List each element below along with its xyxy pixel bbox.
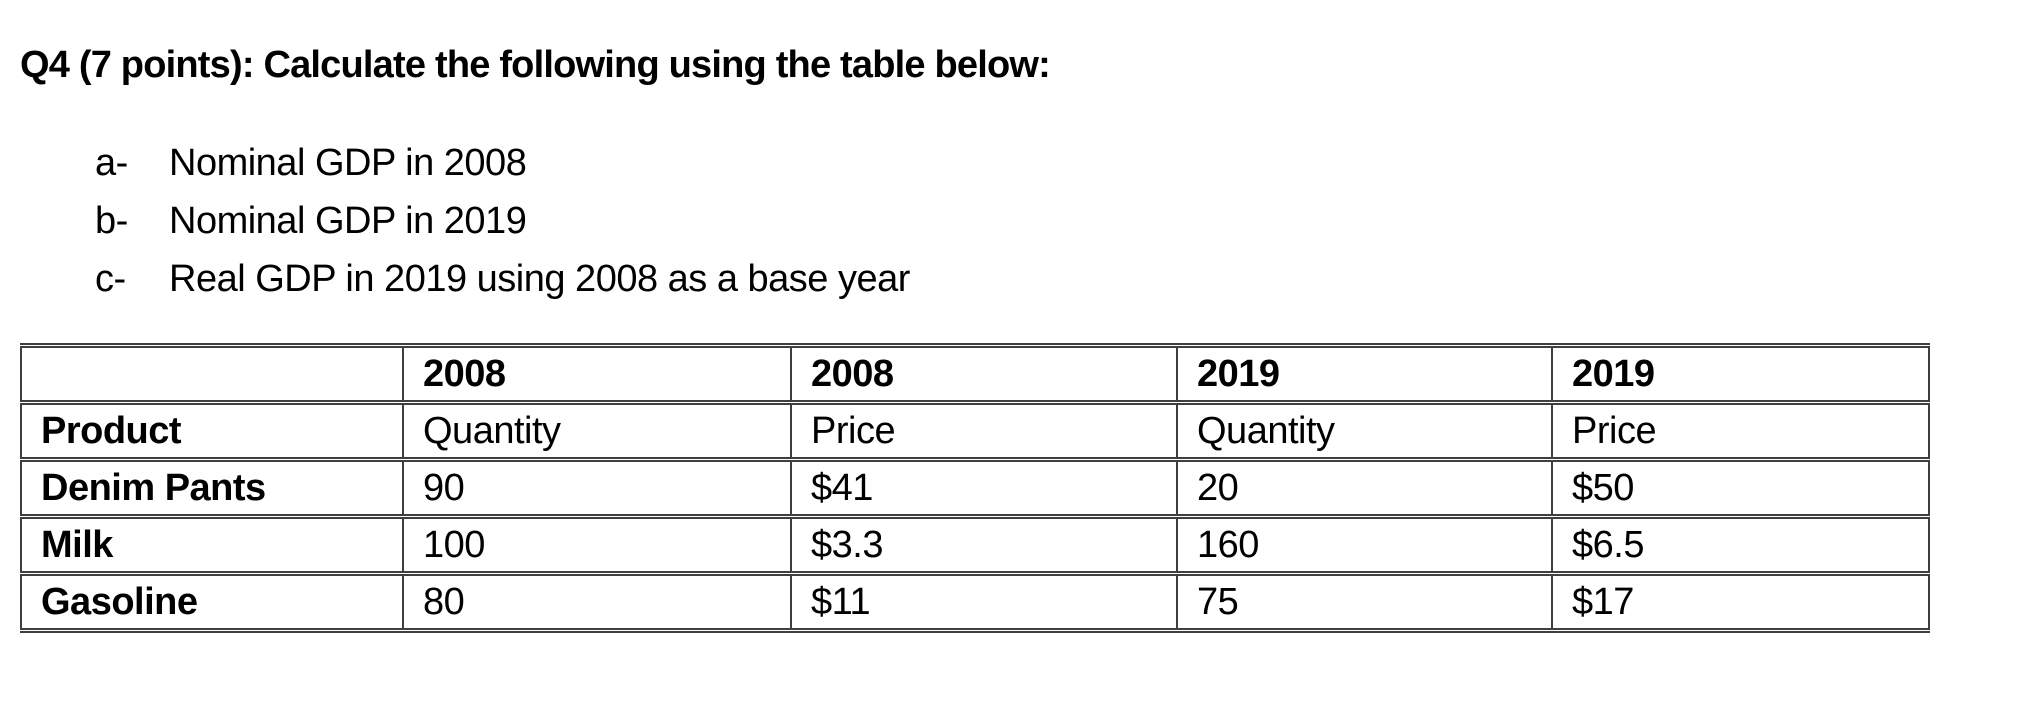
table-cell-header-quantity-2019: Quantity — [1176, 400, 1553, 461]
question-part-a: a- Nominal GDP in 2008 — [95, 134, 910, 192]
table-cell-year-2019-price: 2019 — [1551, 343, 1930, 404]
table-row-column-headers: Product Quantity Price Quantity Price — [20, 400, 1930, 461]
table-cell-quantity-2019: 20 — [1176, 457, 1553, 518]
part-text: Nominal GDP in 2019 — [169, 200, 527, 242]
table-cell-header-product: Product — [20, 400, 404, 461]
gdp-table: 2008 2008 2019 2019 Product Quantity Pri… — [20, 343, 1930, 633]
table-cell-price-2019: $50 — [1551, 457, 1930, 518]
table-row-milk: Milk 100 $3.3 160 $6.5 — [20, 514, 1930, 575]
table-cell-price-2008: $11 — [790, 571, 1178, 633]
part-label: a- — [95, 142, 128, 184]
table-row-denim-pants: Denim Pants 90 $41 20 $50 — [20, 457, 1930, 518]
table-cell-price-2019: $17 — [1551, 571, 1930, 633]
table-cell-product: Milk — [20, 514, 404, 575]
table-cell-year-blank — [20, 343, 404, 404]
part-text: Real GDP in 2019 using 2008 as a base ye… — [169, 258, 910, 300]
table-row-gasoline: Gasoline 80 $11 75 $17 — [20, 571, 1930, 633]
table-cell-quantity-2019: 75 — [1176, 571, 1553, 633]
part-label: b- — [95, 200, 128, 242]
table-cell-quantity-2008: 80 — [402, 571, 792, 633]
table-cell-price-2008: $3.3 — [790, 514, 1178, 575]
table-cell-price-2008: $41 — [790, 457, 1178, 518]
table-cell-year-2008-price: 2008 — [790, 343, 1178, 404]
table-cell-header-price-2019: Price — [1551, 400, 1930, 461]
table-cell-header-price-2008: Price — [790, 400, 1178, 461]
table-row-years: 2008 2008 2019 2019 — [20, 343, 1930, 404]
question-part-c: c- Real GDP in 2019 using 2008 as a base … — [95, 250, 910, 308]
table-cell-product: Gasoline — [20, 571, 404, 633]
part-label: c- — [95, 258, 126, 300]
table-cell-quantity-2008: 100 — [402, 514, 792, 575]
table-cell-year-2008-qty: 2008 — [402, 343, 792, 404]
question-part-b: b- Nominal GDP in 2019 — [95, 192, 910, 250]
table-cell-price-2019: $6.5 — [1551, 514, 1930, 575]
table-cell-header-quantity-2008: Quantity — [402, 400, 792, 461]
table-cell-year-2019-qty: 2019 — [1176, 343, 1553, 404]
table-cell-quantity-2019: 160 — [1176, 514, 1553, 575]
table-cell-quantity-2008: 90 — [402, 457, 792, 518]
table-cell-product: Denim Pants — [20, 457, 404, 518]
question-title: Q4 (7 points): Calculate the following u… — [20, 44, 1051, 86]
question-parts-list: a- Nominal GDP in 2008 b- Nominal GDP in 2… — [95, 134, 910, 308]
part-text: Nominal GDP in 2008 — [169, 142, 527, 184]
